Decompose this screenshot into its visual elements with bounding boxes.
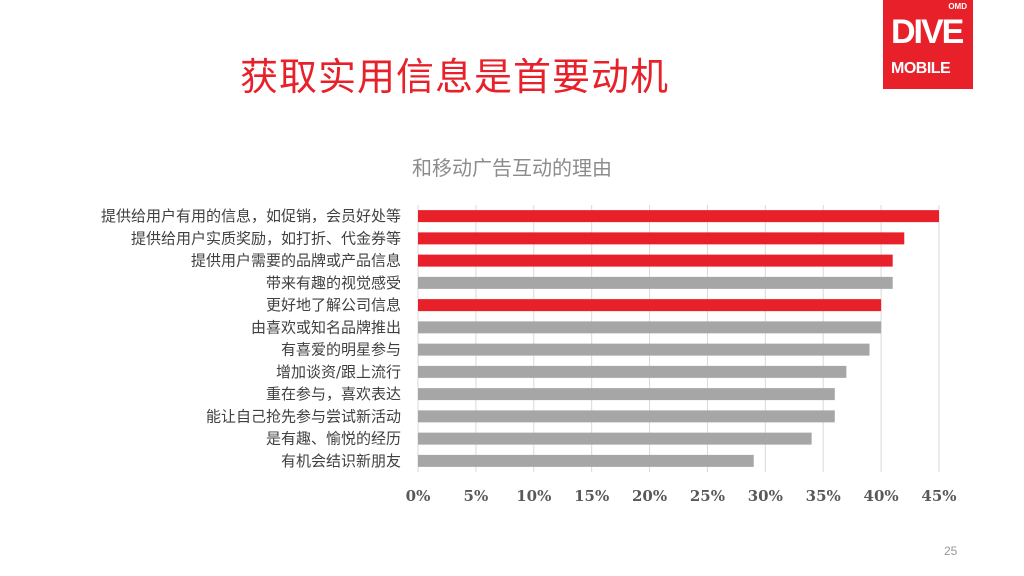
bar bbox=[418, 276, 893, 289]
bar bbox=[418, 388, 835, 401]
gridlines bbox=[417, 205, 940, 472]
category-label: 提供给用户实质奖励，如打折、代金券等 bbox=[131, 229, 401, 247]
bar bbox=[418, 254, 893, 267]
logo-omd-text: OMD bbox=[948, 2, 967, 11]
bars bbox=[418, 210, 939, 467]
category-label: 由喜欢或知名品牌推出 bbox=[251, 318, 401, 336]
category-label: 是有趣、愉悦的经历 bbox=[266, 430, 401, 448]
category-label: 能让自己抢先参与尝试新活动 bbox=[206, 407, 401, 425]
dive-mobile-logo: OMD DIVE MOBILE bbox=[883, 0, 973, 89]
bar bbox=[418, 321, 882, 334]
bar bbox=[418, 232, 905, 245]
bar bbox=[418, 454, 754, 467]
category-label: 有喜爱的明星参与 bbox=[281, 341, 401, 359]
x-tick-labels: 0% 5% 10% 15% 20% 25% 30% 35% 40% 45% bbox=[406, 487, 957, 505]
x-tick-label: 40% bbox=[864, 487, 899, 505]
bar bbox=[418, 299, 882, 312]
category-label: 带来有趣的视觉感受 bbox=[266, 274, 401, 292]
x-tick-label: 45% bbox=[921, 487, 956, 505]
category-labels: 提供给用户有用的信息，如促销，会员好处等提供给用户实质奖励，如打折、代金券等提供… bbox=[101, 207, 401, 470]
page-number: 25 bbox=[944, 544, 958, 558]
slide-title: 获取实用信息是首要动机 bbox=[240, 55, 670, 99]
x-tick-label: 25% bbox=[690, 487, 725, 505]
bar bbox=[418, 365, 847, 378]
x-tick-label: 35% bbox=[806, 487, 841, 505]
category-label: 提供用户需要的品牌或产品信息 bbox=[191, 252, 401, 270]
logo-dive-text: DIVE bbox=[891, 13, 964, 51]
bar bbox=[418, 432, 812, 445]
x-tick-label: 0% bbox=[406, 487, 431, 505]
logo-mobile-text: MOBILE bbox=[891, 60, 951, 77]
chart-title-wrap: 和移动广告互动的理由 bbox=[0, 152, 1024, 181]
chart-title: 和移动广告互动的理由 bbox=[412, 156, 612, 180]
bar bbox=[418, 343, 870, 356]
category-label: 有机会结识新朋友 bbox=[281, 452, 401, 470]
x-tick-label: 5% bbox=[464, 487, 489, 505]
category-label: 更好地了解公司信息 bbox=[266, 296, 401, 314]
category-label: 提供给用户有用的信息，如促销，会员好处等 bbox=[101, 207, 401, 225]
category-label: 增加谈资/跟上流行 bbox=[276, 363, 401, 381]
x-tick-label: 10% bbox=[516, 487, 551, 505]
bar bbox=[418, 410, 835, 423]
category-label: 重在参与，喜欢表达 bbox=[266, 385, 401, 403]
x-tick-label: 15% bbox=[574, 487, 609, 505]
x-tick-label: 30% bbox=[748, 487, 783, 505]
x-tick-label: 20% bbox=[632, 487, 667, 505]
bar bbox=[418, 210, 939, 223]
